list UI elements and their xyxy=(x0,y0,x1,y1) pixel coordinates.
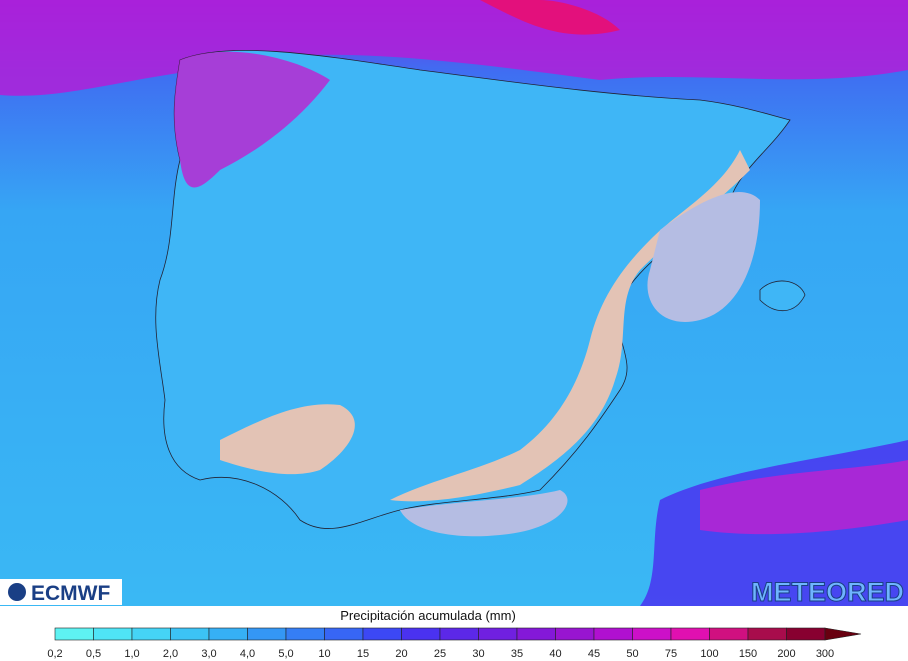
legend-label: 1,0 xyxy=(124,648,139,660)
logo-icon xyxy=(8,583,26,601)
dry-alboran xyxy=(400,490,568,537)
color-swatch xyxy=(709,627,749,641)
legend-label: 300 xyxy=(816,648,834,660)
legend-label: 40 xyxy=(549,648,561,660)
legend-title: Precipitación acumulada (mm) xyxy=(340,608,516,623)
legend-label: 150 xyxy=(739,648,757,660)
color-swatch xyxy=(131,627,171,641)
legend-label: 15 xyxy=(357,648,369,660)
legend-label: 100 xyxy=(700,648,718,660)
color-swatch xyxy=(670,627,710,641)
dry-south xyxy=(220,404,355,475)
legend-label: 5,0 xyxy=(278,648,293,660)
color-swatch xyxy=(439,627,479,641)
color-swatch xyxy=(208,627,248,641)
galicia-rain xyxy=(174,51,330,188)
legend-label: 0,2 xyxy=(47,648,62,660)
legend-label: 4,0 xyxy=(240,648,255,660)
color-swatch xyxy=(247,627,287,641)
legend-label: 50 xyxy=(626,648,638,660)
map xyxy=(0,0,908,606)
color-swatch xyxy=(93,627,133,641)
legend-label: 10 xyxy=(318,648,330,660)
legend-label: 200 xyxy=(777,648,795,660)
color-swatch xyxy=(555,627,595,641)
africa-heavy-rain xyxy=(700,460,908,535)
color-swatch xyxy=(285,627,325,641)
color-swatch xyxy=(478,627,518,641)
legend-label: 0,5 xyxy=(86,648,101,660)
color-swatch xyxy=(362,627,402,641)
dry-sea xyxy=(647,191,760,322)
balearic-islands xyxy=(759,280,806,312)
color-arrow xyxy=(824,627,862,641)
logo-right: METEORED xyxy=(751,577,904,607)
heavy-rain xyxy=(480,0,620,35)
color-swatch xyxy=(170,627,210,641)
colorbar: 0,2 0,5 1,0 2,0 3,0 4,0 5,0 10 15 20 25 30 35 40 45 50 7… xyxy=(47,627,862,660)
legend-label: 2,0 xyxy=(163,648,178,660)
color-swatch xyxy=(401,627,441,641)
color-swatch xyxy=(632,627,672,641)
legend-label: 3,0 xyxy=(201,648,216,660)
legend-label: 45 xyxy=(588,648,600,660)
legend-label: 20 xyxy=(395,648,407,660)
legend-label: 25 xyxy=(434,648,446,660)
legend-label: 30 xyxy=(472,648,484,660)
color-swatch xyxy=(516,627,556,641)
color-swatch xyxy=(54,627,94,641)
color-swatch xyxy=(593,627,633,641)
legend-label: 35 xyxy=(511,648,523,660)
color-swatch xyxy=(747,627,787,641)
northern-rain-band xyxy=(0,0,908,96)
color-swatch xyxy=(786,627,826,641)
color-swatch xyxy=(324,627,364,641)
logo-left: ECMWF xyxy=(31,582,110,605)
legend-label: 75 xyxy=(665,648,677,660)
